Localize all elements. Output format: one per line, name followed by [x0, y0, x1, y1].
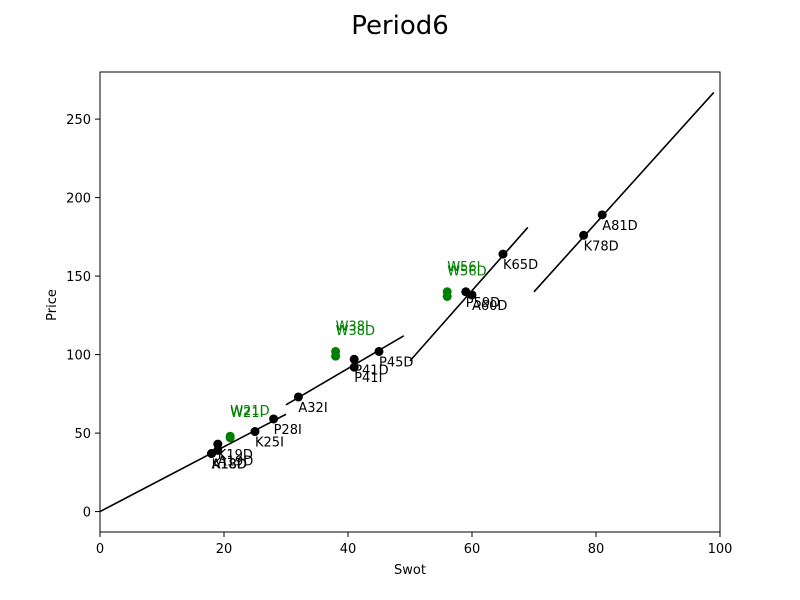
data-label-14: W56I [447, 260, 480, 275]
x-axis-label: Swot [394, 563, 426, 578]
data-point-11 [349, 354, 359, 364]
data-label-5: W21I [230, 406, 263, 421]
data-label-18: K65D [503, 258, 538, 273]
y-tick-label-1: 50 [74, 427, 91, 442]
data-label-7: P28I [274, 423, 302, 438]
data-label-0: A18D [212, 458, 247, 473]
x-tick-label-3: 60 [464, 542, 481, 557]
y-tick-label-2: 100 [66, 349, 91, 364]
data-label-3: A19D [218, 454, 253, 469]
data-point-2 [213, 439, 223, 449]
y-axis-label: Price [45, 289, 60, 321]
axes-frame [99, 71, 721, 533]
data-label-19: K78D [584, 239, 619, 254]
y-tick-label-4: 200 [66, 192, 91, 207]
data-point-20 [597, 210, 607, 220]
y-tick-label-3: 150 [66, 270, 91, 285]
x-tick-label-0: 0 [96, 542, 104, 557]
data-label-20: A81D [602, 219, 637, 234]
data-label-17: A60D [472, 299, 507, 314]
y-tick-label-5: 250 [66, 113, 91, 128]
data-point-17 [467, 290, 477, 300]
y-tick-label-0: 0 [83, 506, 91, 521]
data-label-13: P45D [379, 355, 413, 370]
data-point-19 [579, 230, 589, 240]
data-label-8: A32I [298, 401, 327, 416]
data-point-5 [225, 433, 235, 443]
data-label-15: W56D [447, 265, 486, 280]
data-label-1: K18D [212, 458, 247, 473]
x-tick-label-4: 80 [588, 542, 605, 557]
data-label-9: W38I [336, 319, 369, 334]
data-point-10 [331, 351, 341, 361]
data-label-11: P41D [354, 363, 388, 378]
data-label-16: P59D [466, 296, 500, 311]
fit-line-3 [533, 91, 715, 293]
data-label-2: K19D [218, 448, 253, 463]
data-label-4: W21D [230, 404, 269, 419]
data-point-6 [250, 427, 260, 437]
fit-line-1 [285, 335, 405, 406]
x-tick-label-2: 40 [340, 542, 357, 557]
data-label-6: K25I [255, 436, 284, 451]
data-point-7 [269, 414, 279, 424]
data-point-18 [498, 249, 508, 259]
data-point-3 [213, 445, 223, 455]
x-tick-label-5: 100 [708, 542, 733, 557]
data-label-10: W38D [336, 324, 375, 339]
chart-title: Period6 [351, 11, 449, 41]
data-point-8 [293, 392, 303, 402]
data-point-12 [349, 362, 359, 372]
data-point-15 [442, 292, 452, 302]
x-tick-label-1: 20 [216, 542, 233, 557]
data-point-13 [374, 346, 384, 356]
data-label-12: P41I [354, 371, 382, 386]
